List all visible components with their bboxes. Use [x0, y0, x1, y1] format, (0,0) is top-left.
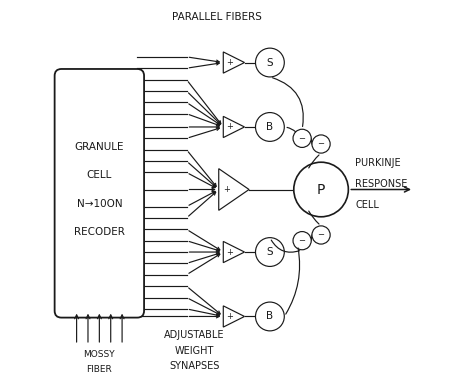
Circle shape — [255, 238, 284, 266]
Polygon shape — [223, 241, 244, 263]
Circle shape — [255, 302, 284, 331]
Text: +: + — [225, 312, 232, 321]
Polygon shape — [223, 116, 244, 138]
Circle shape — [293, 162, 348, 217]
Text: ADJUSTABLE: ADJUSTABLE — [163, 330, 224, 340]
Circle shape — [293, 232, 311, 250]
Text: WEIGHT: WEIGHT — [174, 346, 213, 356]
Text: N→10ON: N→10ON — [76, 199, 122, 209]
Text: S: S — [266, 58, 273, 67]
Text: SYNAPSES: SYNAPSES — [169, 361, 219, 371]
Text: −: − — [317, 139, 324, 149]
FancyBboxPatch shape — [55, 69, 144, 318]
Text: +: + — [223, 185, 230, 194]
Text: B: B — [266, 312, 273, 321]
Circle shape — [255, 48, 284, 77]
Polygon shape — [218, 169, 249, 210]
Polygon shape — [223, 52, 244, 73]
Text: PURKINJE: PURKINJE — [354, 158, 400, 168]
Circle shape — [293, 129, 311, 147]
Text: −: − — [317, 230, 324, 240]
Circle shape — [255, 113, 284, 141]
Text: +: + — [225, 58, 232, 67]
Circle shape — [311, 135, 330, 153]
Text: FIBER: FIBER — [86, 365, 112, 374]
Text: RESPONSE: RESPONSE — [354, 179, 407, 189]
Text: MOSSY: MOSSY — [83, 350, 115, 359]
Text: CELL: CELL — [87, 170, 112, 180]
Text: B: B — [266, 122, 273, 132]
Text: RECODER: RECODER — [74, 227, 125, 237]
Text: PARALLEL FIBERS: PARALLEL FIBERS — [171, 12, 261, 22]
Polygon shape — [223, 306, 244, 327]
Text: P: P — [316, 183, 325, 196]
Text: −: − — [298, 236, 305, 245]
Text: S: S — [266, 247, 273, 257]
Text: CELL: CELL — [354, 200, 378, 210]
Text: GRANULE: GRANULE — [75, 142, 124, 152]
Text: −: − — [298, 134, 305, 143]
Circle shape — [311, 226, 330, 244]
Text: +: + — [225, 122, 232, 132]
Text: +: + — [225, 247, 232, 257]
